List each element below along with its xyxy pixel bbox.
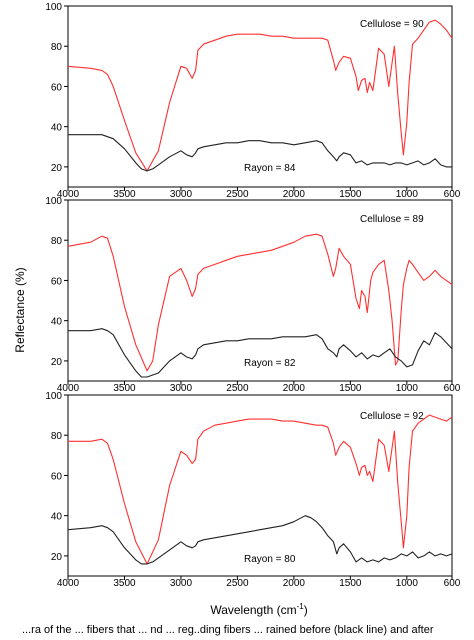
panel-1: 20 40 60 80 100 4000 3500 3000 2500 2000 1500 1000 6… [45,2,460,200]
y-axis-label: Reflectance (%) [13,267,27,352]
x-tick-label: 600 [444,578,461,589]
x-tick-label: 2000 [283,189,306,200]
x-tick-label: 1000 [396,578,419,589]
y-tick-label: 80 [51,431,63,442]
series-line-black [68,134,452,172]
rayon-annotation: Rayon = 84 [244,163,296,174]
x-tick-label: 600 [444,189,461,200]
x-axis-label-sup: -1 [297,602,305,611]
x-tick-label: 4000 [57,578,80,589]
x-tick-label: 1500 [339,383,362,394]
y-tick-label: 40 [51,123,63,134]
y-tick-label: 80 [51,42,63,53]
x-axis-label-end: ) [304,603,308,617]
x-tick-label: 600 [444,383,461,394]
series-line-black [68,328,453,378]
x-tick-label: 1000 [396,383,419,394]
y-tick-label: 20 [51,552,63,563]
y-tick-label: 40 [51,512,63,523]
panel-3: 20 40 60 80 100 4000 3500 3000 2500 2000 1500 1000 6… [45,391,460,589]
rayon-annotation: Rayon = 80 [244,554,296,565]
x-tick-label: 4000 [57,383,80,394]
x-tick-label: 3000 [170,578,193,589]
x-axis-label: Wavelength (cm-1) [210,602,307,617]
y-tick-label: 20 [51,357,63,368]
y-tick-label: 20 [51,163,63,174]
y-tick-label: 100 [45,2,62,13]
x-tick-label: 2000 [283,383,306,394]
x-tick-label: 1500 [339,189,362,200]
x-tick-label: 1000 [396,189,419,200]
plot-frame [67,199,453,382]
y-tick-label: 60 [51,82,63,93]
plot-frame [67,5,453,188]
x-tick-label: 1500 [339,578,362,589]
figure-caption: ...ra of the ... fibers that ... nd ... … [22,624,434,636]
x-tick-label: 2500 [226,189,249,200]
x-tick-label: 3500 [113,189,136,200]
y-tick-label: 100 [45,196,62,207]
cellulose-annotation: Cellulose = 89 [360,214,424,225]
x-tick-label: 3000 [170,383,193,394]
x-tick-label: 3000 [170,189,193,200]
x-axis-label-main: Wavelength (cm [210,603,296,617]
cellulose-annotation: Cellulose = 90 [360,19,424,30]
x-tick-label: 2000 [283,578,306,589]
rayon-annotation: Rayon = 82 [244,358,296,369]
series-line-black [67,515,453,565]
y-tick-label: 100 [45,391,62,402]
y-tick-label: 40 [51,317,63,328]
y-tick-label: 80 [51,236,63,247]
series-line-red [68,414,453,565]
x-tick-label: 2500 [226,383,249,394]
x-tick-label: 2500 [226,578,249,589]
y-tick-label: 60 [51,471,63,482]
series-line-red [67,19,453,172]
x-tick-label: 3500 [113,383,136,394]
x-tick-label: 3500 [113,578,136,589]
panel-2: 20 40 60 80 100 4000 3500 3000 2500 2000 1500 1000 6… [45,196,460,394]
series-line-red [67,233,453,372]
x-tick-label: 4000 [57,189,80,200]
plot-frame [67,394,453,577]
y-tick-label: 60 [51,276,63,287]
cellulose-annotation: Cellulose = 92 [360,411,424,422]
